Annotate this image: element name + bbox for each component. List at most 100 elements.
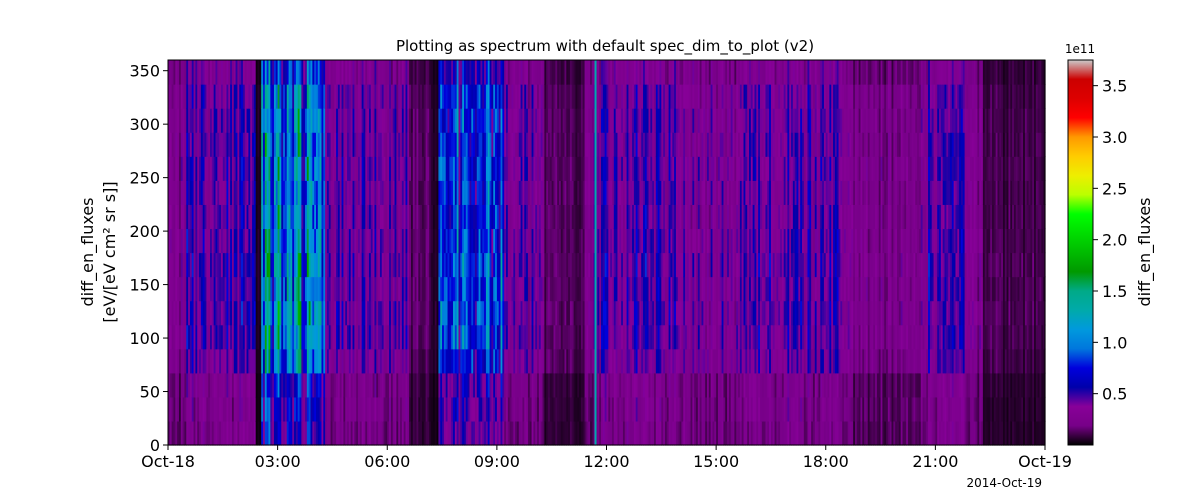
heatmap-cell — [348, 300, 352, 326]
heatmap-cell — [613, 348, 617, 374]
heatmap-cell — [255, 84, 259, 109]
heatmap-cell — [624, 228, 628, 254]
heatmap-cell — [226, 276, 229, 302]
heatmap-cell — [387, 108, 390, 133]
heatmap-cell — [305, 228, 308, 254]
heatmap-cell — [595, 300, 598, 326]
heatmap-cell — [546, 420, 549, 446]
heatmap-cell — [480, 180, 483, 205]
heatmap-cell — [496, 348, 500, 374]
heatmap-cell — [663, 372, 666, 398]
heatmap-cell — [305, 156, 308, 181]
heatmap-cell — [611, 300, 615, 326]
heatmap-cell — [321, 276, 324, 302]
heatmap-cell — [442, 300, 445, 326]
heatmap-cell — [540, 348, 544, 374]
heatmap-cell — [317, 252, 321, 278]
heatmap-cell — [624, 372, 628, 398]
heatmap-cell — [579, 204, 582, 230]
heatmap-cell — [714, 276, 717, 302]
heatmap-cell — [725, 132, 728, 157]
heatmap-cell — [275, 348, 279, 374]
heatmap-cell — [325, 348, 328, 374]
heatmap-cell — [197, 156, 200, 181]
heatmap-cell — [414, 300, 418, 326]
heatmap-cell — [385, 300, 388, 326]
heatmap-cell — [294, 396, 297, 422]
heatmap-cell — [734, 300, 737, 326]
heatmap-cell — [458, 156, 461, 181]
heatmap-cell — [308, 324, 312, 350]
heatmap-cell — [575, 108, 578, 133]
heatmap-cell — [259, 276, 262, 302]
heatmap-cell — [451, 276, 454, 302]
heatmap-cell — [398, 156, 401, 181]
heatmap-cell — [584, 372, 588, 398]
heatmap-cell — [359, 252, 363, 278]
heatmap-cell — [727, 204, 730, 230]
heatmap-cell — [345, 348, 348, 374]
heatmap-cell — [440, 252, 443, 278]
heatmap-cell — [463, 324, 467, 350]
heatmap-cell — [178, 276, 182, 302]
heatmap-cell — [692, 156, 695, 181]
heatmap-cell — [714, 84, 717, 109]
heatmap-cell — [442, 372, 445, 398]
heatmap-cell — [544, 156, 547, 181]
heatmap-cell — [378, 132, 381, 157]
heatmap-cell — [652, 276, 655, 302]
heatmap-cell — [571, 108, 575, 133]
heatmap-cell — [372, 132, 376, 157]
heatmap-cell — [471, 84, 474, 109]
heatmap-cell — [548, 180, 551, 205]
heatmap-cell — [189, 180, 193, 205]
heatmap-cell — [168, 108, 171, 133]
heatmap-cell — [284, 180, 288, 205]
heatmap-cell — [425, 180, 429, 205]
heatmap-cell — [370, 108, 374, 133]
heatmap-cell — [708, 84, 712, 109]
heatmap-cell — [471, 60, 474, 85]
heatmap-cell — [524, 252, 527, 278]
heatmap-cell — [284, 372, 288, 398]
heatmap-cell — [283, 396, 286, 422]
heatmap-cell — [730, 204, 734, 230]
heatmap-cell — [546, 60, 549, 85]
heatmap-cell — [516, 180, 520, 205]
heatmap-cell — [602, 132, 606, 157]
heatmap-cell — [683, 252, 686, 278]
heatmap-cell — [674, 60, 677, 85]
heatmap-cell — [376, 252, 379, 278]
heatmap-cell — [533, 84, 536, 109]
heatmap-cell — [208, 276, 211, 302]
heatmap-cell — [429, 372, 432, 398]
heatmap-cell — [279, 60, 282, 85]
heatmap-cell — [721, 60, 725, 85]
heatmap-cell — [328, 348, 332, 374]
heatmap-cell — [635, 252, 639, 278]
heatmap-cell — [537, 132, 540, 157]
heatmap-cell — [319, 372, 323, 398]
heatmap-cell — [588, 228, 591, 254]
heatmap-cell — [571, 300, 575, 326]
heatmap-cell — [180, 204, 184, 230]
heatmap-cell — [328, 252, 332, 278]
heatmap-cell — [591, 252, 595, 278]
heatmap-cell — [423, 396, 427, 422]
heatmap-cell — [233, 132, 237, 157]
heatmap-cell — [590, 420, 593, 446]
heatmap-cell — [699, 372, 703, 398]
heatmap-cell — [654, 156, 657, 181]
heatmap-cell — [272, 132, 275, 157]
heatmap-cell — [498, 60, 502, 85]
heatmap-cell — [654, 348, 657, 374]
heatmap-cell — [725, 396, 728, 422]
heatmap-cell — [239, 156, 242, 181]
heatmap-cell — [217, 180, 220, 205]
heatmap-cell — [685, 300, 688, 326]
heatmap-cell — [540, 204, 544, 230]
heatmap-cell — [473, 276, 476, 302]
heatmap-cell — [646, 252, 650, 278]
heatmap-cell — [538, 348, 542, 374]
heatmap-cell — [213, 348, 217, 374]
